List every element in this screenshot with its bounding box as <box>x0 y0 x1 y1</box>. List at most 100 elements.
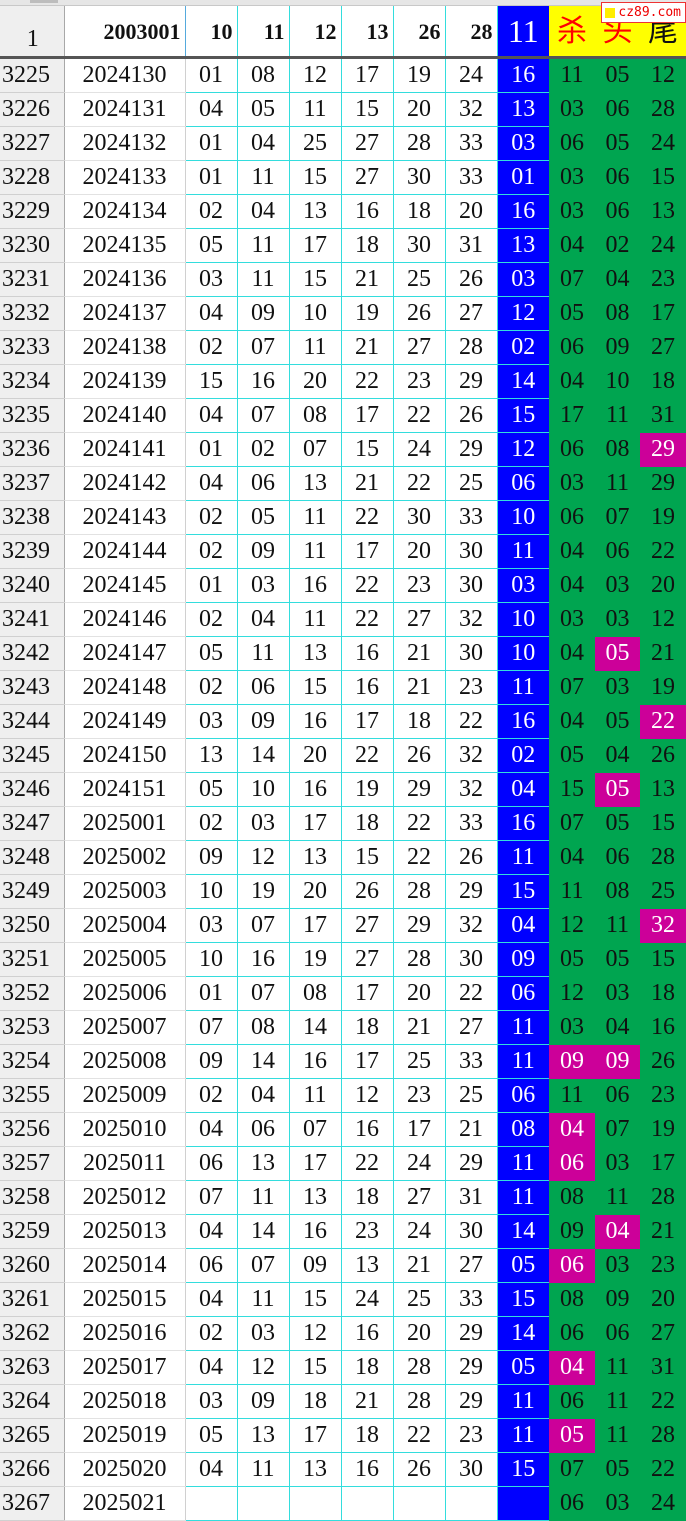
number-cell[interactable]: 05 <box>185 636 238 671</box>
number-cell[interactable]: 21 <box>341 466 394 501</box>
row-number[interactable]: 3242 <box>0 636 65 671</box>
tail-cell[interactable]: 24 <box>640 1486 686 1521</box>
period-cell[interactable]: 2025020 <box>64 1452 186 1487</box>
row-number[interactable]: 3229 <box>0 194 65 229</box>
number-cell[interactable]: 04 <box>185 1282 238 1317</box>
number-cell[interactable]: 09 <box>185 840 238 875</box>
number-cell[interactable]: 24 <box>393 1146 446 1181</box>
number-cell[interactable]: 09 <box>237 704 290 739</box>
kill-cell[interactable]: 12 <box>549 908 595 943</box>
number-cell[interactable]: 12 <box>237 840 290 875</box>
row-number[interactable]: 3237 <box>0 466 65 501</box>
number-cell[interactable]: 22 <box>393 398 446 433</box>
number-cell[interactable]: 33 <box>445 500 498 535</box>
head-cell[interactable]: 06 <box>595 1316 640 1351</box>
head-cell[interactable]: 06 <box>595 160 640 195</box>
blue-number-cell[interactable]: 12 <box>497 432 549 467</box>
number-cell[interactable]: 11 <box>237 228 290 263</box>
period-cell[interactable]: 2025021 <box>64 1486 186 1521</box>
number-cell[interactable]: 11 <box>289 500 342 535</box>
row-number[interactable]: 3243 <box>0 670 65 705</box>
tail-cell[interactable]: 19 <box>640 500 686 535</box>
period-cell[interactable]: 2025015 <box>64 1282 186 1317</box>
number-cell[interactable]: 07 <box>237 398 290 433</box>
period-cell[interactable]: 2024138 <box>64 330 186 365</box>
period-cell[interactable]: 2024135 <box>64 228 186 263</box>
number-cell[interactable]: 30 <box>445 1452 498 1487</box>
number-cell[interactable]: 02 <box>185 500 238 535</box>
number-cell[interactable]: 26 <box>341 874 394 909</box>
number-cell[interactable]: 21 <box>393 670 446 705</box>
kill-cell[interactable]: 06 <box>549 1146 595 1181</box>
number-cell[interactable] <box>237 1486 290 1521</box>
number-cell[interactable]: 27 <box>341 942 394 977</box>
tail-cell[interactable]: 15 <box>640 806 686 841</box>
number-cell[interactable]: 04 <box>185 296 238 331</box>
number-cell[interactable]: 32 <box>445 602 498 637</box>
kill-cell[interactable]: 04 <box>549 636 595 671</box>
number-cell[interactable]: 06 <box>237 466 290 501</box>
number-cell[interactable]: 04 <box>185 1452 238 1487</box>
number-cell[interactable]: 33 <box>445 160 498 195</box>
tail-cell[interactable]: 26 <box>640 738 686 773</box>
number-cell[interactable]: 27 <box>445 1010 498 1045</box>
number-cell[interactable]: 03 <box>185 704 238 739</box>
number-cell[interactable]: 19 <box>289 942 342 977</box>
tail-cell[interactable]: 31 <box>640 398 686 433</box>
number-cell[interactable]: 02 <box>185 330 238 365</box>
header-number-3[interactable]: 12 <box>289 6 342 59</box>
tail-cell[interactable]: 27 <box>640 1316 686 1351</box>
head-cell[interactable]: 11 <box>595 1384 640 1419</box>
number-cell[interactable]: 15 <box>341 92 394 127</box>
row-number[interactable]: 3250 <box>0 908 65 943</box>
number-cell[interactable]: 15 <box>289 160 342 195</box>
number-cell[interactable]: 22 <box>393 840 446 875</box>
number-cell[interactable]: 24 <box>393 1214 446 1249</box>
kill-cell[interactable]: 05 <box>549 942 595 977</box>
head-cell[interactable]: 11 <box>595 1350 640 1385</box>
blue-number-cell[interactable]: 11 <box>497 840 549 875</box>
header-number-6[interactable]: 28 <box>445 6 498 59</box>
number-cell[interactable]: 13 <box>289 1452 342 1487</box>
row-number[interactable]: 3246 <box>0 772 65 807</box>
head-cell[interactable]: 10 <box>595 364 640 399</box>
number-cell[interactable]: 17 <box>341 704 394 739</box>
header-number-2[interactable]: 11 <box>237 6 290 59</box>
period-cell[interactable]: 2025003 <box>64 874 186 909</box>
row-number[interactable]: 3256 <box>0 1112 65 1147</box>
number-cell[interactable]: 17 <box>341 534 394 569</box>
number-cell[interactable]: 13 <box>289 840 342 875</box>
number-cell[interactable]: 11 <box>289 1078 342 1113</box>
period-cell[interactable]: 2025013 <box>64 1214 186 1249</box>
number-cell[interactable]: 01 <box>185 432 238 467</box>
number-cell[interactable]: 29 <box>445 432 498 467</box>
tail-cell[interactable]: 31 <box>640 1350 686 1385</box>
number-cell[interactable]: 07 <box>185 1010 238 1045</box>
number-cell[interactable]: 07 <box>289 1112 342 1147</box>
number-cell[interactable]: 18 <box>393 194 446 229</box>
head-cell[interactable]: 05 <box>595 126 640 161</box>
number-cell[interactable]: 07 <box>289 432 342 467</box>
number-cell[interactable]: 16 <box>341 1316 394 1351</box>
number-cell[interactable]: 10 <box>185 942 238 977</box>
blue-number-cell[interactable]: 11 <box>497 1384 549 1419</box>
number-cell[interactable]: 09 <box>185 1044 238 1079</box>
tail-cell[interactable]: 18 <box>640 976 686 1011</box>
number-cell[interactable]: 11 <box>237 1452 290 1487</box>
row-number[interactable]: 3238 <box>0 500 65 535</box>
number-cell[interactable]: 21 <box>393 636 446 671</box>
kill-cell[interactable]: 05 <box>549 1418 595 1453</box>
number-cell[interactable]: 16 <box>289 1044 342 1079</box>
number-cell[interactable]: 19 <box>393 57 446 93</box>
row-number[interactable]: 3247 <box>0 806 65 841</box>
number-cell[interactable]: 30 <box>445 1214 498 1249</box>
number-cell[interactable]: 21 <box>393 1248 446 1283</box>
row-number[interactable]: 3262 <box>0 1316 65 1351</box>
row-number[interactable]: 3264 <box>0 1384 65 1419</box>
number-cell[interactable]: 08 <box>237 57 290 93</box>
number-cell[interactable]: 03 <box>237 806 290 841</box>
head-cell[interactable]: 05 <box>595 772 640 807</box>
number-cell[interactable]: 05 <box>237 92 290 127</box>
number-cell[interactable]: 30 <box>393 500 446 535</box>
row-number[interactable]: 3260 <box>0 1248 65 1283</box>
